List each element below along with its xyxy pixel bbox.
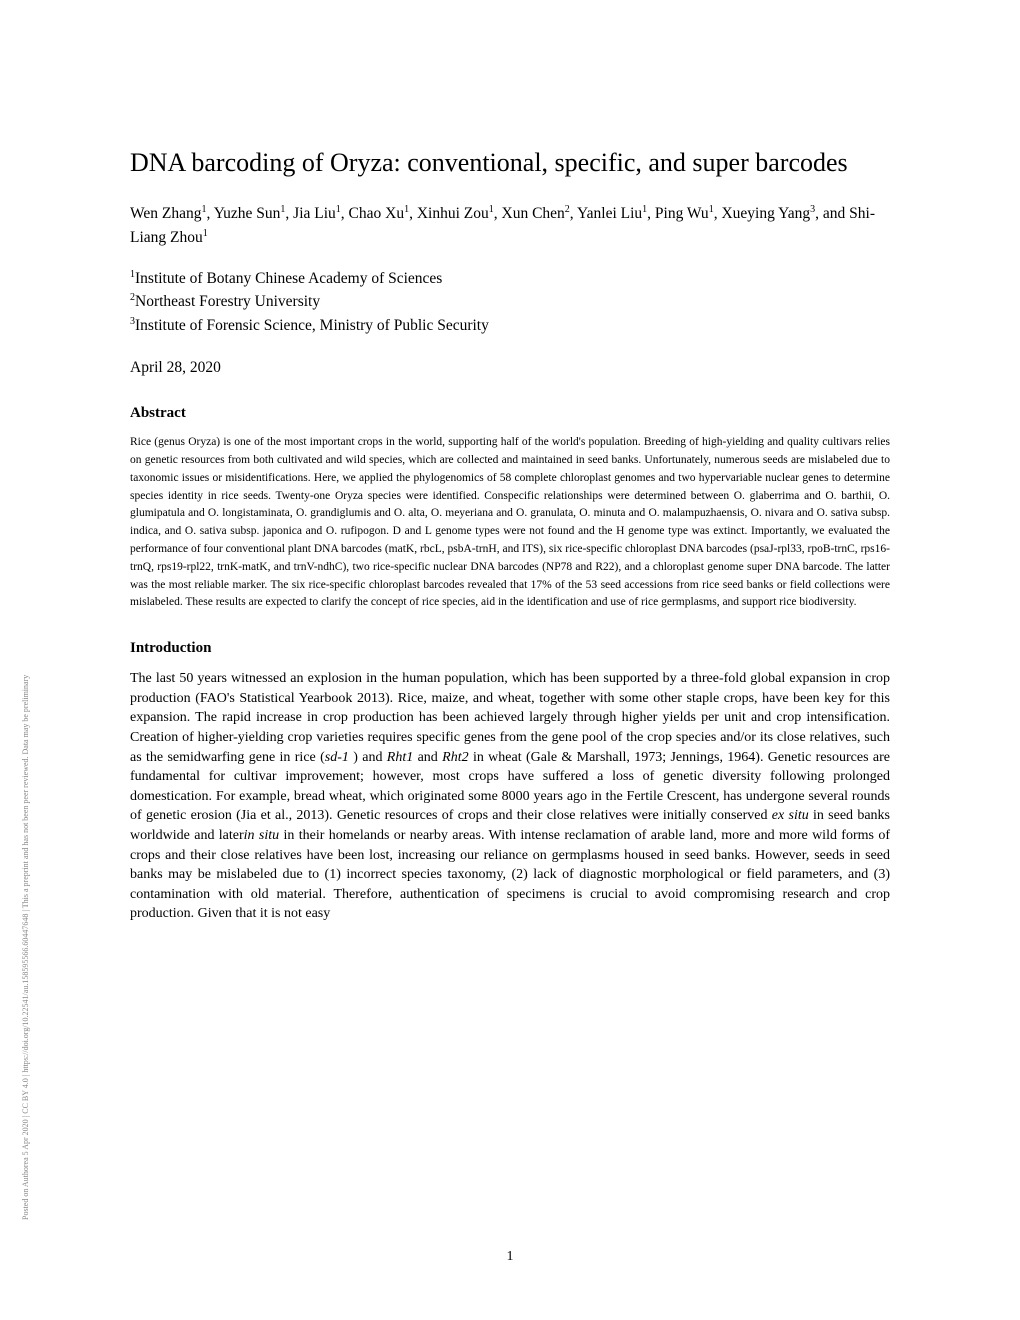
author-8-aff: 1 bbox=[709, 204, 714, 215]
intro-text-part2: ) and bbox=[349, 750, 387, 765]
paper-title: DNA barcoding of Oryza: conventional, sp… bbox=[130, 145, 890, 180]
vertical-preprint-note: Posted on Authorea 5 Apr 2020 | CC BY 4.… bbox=[21, 220, 30, 1220]
author-6-aff: 2 bbox=[565, 204, 570, 215]
author-7-aff: 1 bbox=[642, 204, 647, 215]
author-4-aff: 1 bbox=[404, 204, 409, 215]
intro-rht2: Rht2 bbox=[442, 750, 468, 765]
intro-sd1: sd-1 bbox=[325, 750, 349, 765]
intro-rht1: Rht1 bbox=[387, 750, 413, 765]
author-1-aff: 1 bbox=[202, 204, 207, 215]
aff-3-text: Institute of Forensic Science, Ministry … bbox=[135, 317, 489, 334]
intro-exsitu: ex situ bbox=[772, 808, 809, 823]
author-2: Yuzhe Sun bbox=[214, 205, 281, 222]
aff-1-text: Institute of Botany Chinese Academy of S… bbox=[135, 270, 442, 287]
page-content: DNA barcoding of Oryza: conventional, sp… bbox=[0, 0, 1020, 984]
affiliations-list: 1Institute of Botany Chinese Academy of … bbox=[130, 267, 890, 337]
intro-insitu: in situ bbox=[244, 828, 279, 843]
page-number: 1 bbox=[507, 1249, 514, 1265]
abstract-text: Rice (genus Oryza) is one of the most im… bbox=[130, 434, 890, 612]
aff-2-text: Northeast Forestry University bbox=[135, 293, 320, 310]
author-7: Yanlei Liu bbox=[577, 205, 642, 222]
publication-date: April 28, 2020 bbox=[130, 359, 890, 377]
intro-text-part3: and bbox=[413, 750, 442, 765]
author-3: Jia Liu bbox=[293, 205, 336, 222]
author-4: Chao Xu bbox=[349, 205, 405, 222]
author-9: Xueying Yang bbox=[721, 205, 810, 222]
author-5-aff: 1 bbox=[489, 204, 494, 215]
authors-list: Wen Zhang1, Yuzhe Sun1, Jia Liu1, Chao X… bbox=[130, 202, 890, 249]
introduction-paragraph-1: The last 50 years witnessed an explosion… bbox=[130, 669, 890, 924]
author-3-aff: 1 bbox=[336, 204, 341, 215]
author-1: Wen Zhang bbox=[130, 205, 202, 222]
author-2-aff: 1 bbox=[280, 204, 285, 215]
author-5: Xinhui Zou bbox=[417, 205, 489, 222]
abstract-heading: Abstract bbox=[130, 405, 890, 422]
author-8: Ping Wu bbox=[655, 205, 709, 222]
introduction-heading: Introduction bbox=[130, 640, 890, 657]
author-6: Xun Chen bbox=[502, 205, 565, 222]
author-10-aff: 1 bbox=[203, 228, 208, 239]
author-9-aff: 3 bbox=[810, 204, 815, 215]
